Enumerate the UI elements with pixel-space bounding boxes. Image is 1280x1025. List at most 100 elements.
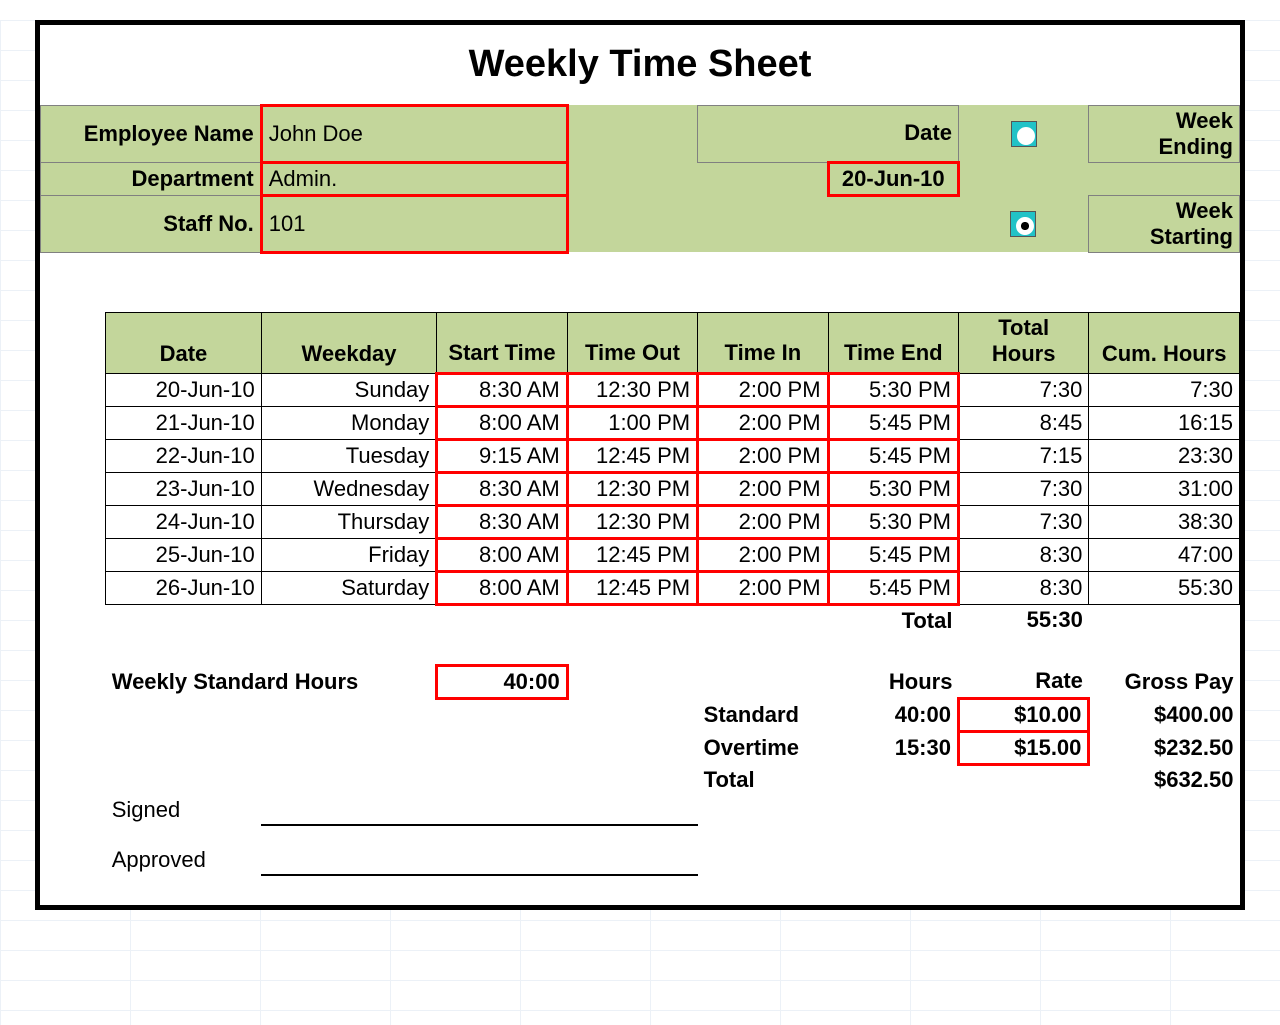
cell-time-in[interactable]: 2:00 PM (698, 439, 828, 472)
cell-time-end[interactable]: 5:45 PM (828, 571, 958, 604)
cell-time-in[interactable]: 2:00 PM (698, 505, 828, 538)
cell-weekday: Monday (261, 406, 437, 439)
cell-date: 23-Jun-10 (106, 472, 262, 505)
date-label: Date (698, 105, 959, 162)
pay-standard-gross: $400.00 (1089, 699, 1240, 732)
table-row: 20-Jun-10Sunday8:30 AM12:30 PM2:00 PM5:3… (41, 373, 1240, 406)
cell-weekday: Friday (261, 538, 437, 571)
timesheet-table: Weekly Time Sheet Employee Name John Doe… (40, 25, 1240, 905)
pay-gross-label: Gross Pay (1089, 666, 1240, 699)
cell-time-out[interactable]: 1:00 PM (567, 406, 697, 439)
cell-start-time[interactable]: 8:30 AM (437, 505, 567, 538)
week-ending-radio[interactable] (1011, 121, 1037, 147)
cell-time-end[interactable]: 5:30 PM (828, 472, 958, 505)
cell-time-end[interactable]: 5:45 PM (828, 439, 958, 472)
cell-time-in[interactable]: 2:00 PM (698, 538, 828, 571)
table-row: 24-Jun-10Thursday8:30 AM12:30 PM2:00 PM5… (41, 505, 1240, 538)
pay-overtime-hours: 15:30 (828, 732, 958, 765)
cell-date: 26-Jun-10 (106, 571, 262, 604)
cell-start-time[interactable]: 8:30 AM (437, 373, 567, 406)
page-title: Weekly Time Sheet (41, 25, 1240, 105)
table-row: 21-Jun-10Monday8:00 AM1:00 PM2:00 PM5:45… (41, 406, 1240, 439)
staff-no-label: Staff No. (41, 195, 262, 252)
cell-time-in[interactable]: 2:00 PM (698, 406, 828, 439)
cell-cum-hours: 38:30 (1089, 505, 1240, 538)
cell-time-out[interactable]: 12:30 PM (567, 505, 697, 538)
col-date: Date (106, 312, 262, 373)
department-input[interactable]: Admin. (261, 162, 567, 195)
cell-date: 21-Jun-10 (106, 406, 262, 439)
cell-cum-hours: 16:15 (1089, 406, 1240, 439)
pay-standard-hours: 40:00 (828, 699, 958, 732)
pay-standard-label: Standard (698, 699, 828, 732)
cell-weekday: Wednesday (261, 472, 437, 505)
cell-date: 20-Jun-10 (106, 373, 262, 406)
weekly-standard-hours-label: Weekly Standard Hours (106, 666, 437, 699)
cell-time-end[interactable]: 5:30 PM (828, 373, 958, 406)
cell-time-in[interactable]: 2:00 PM (698, 571, 828, 604)
cell-weekday: Saturday (261, 571, 437, 604)
cell-time-out[interactable]: 12:45 PM (567, 439, 697, 472)
cell-cum-hours: 7:30 (1089, 373, 1240, 406)
pay-standard-rate[interactable]: $10.00 (958, 699, 1088, 732)
col-time-end: Time End (828, 312, 958, 373)
weekly-standard-hours-input[interactable]: 40:00 (437, 666, 567, 699)
pay-rate-label: Rate (958, 666, 1088, 699)
table-row: 25-Jun-10Friday8:00 AM12:45 PM2:00 PM5:4… (41, 538, 1240, 571)
date-input[interactable]: 20-Jun-10 (828, 162, 958, 195)
staff-no-input[interactable]: 101 (261, 195, 567, 252)
cell-time-end[interactable]: 5:45 PM (828, 538, 958, 571)
cell-cum-hours: 47:00 (1089, 538, 1240, 571)
cell-time-out[interactable]: 12:30 PM (567, 373, 697, 406)
timesheet-frame: Weekly Time Sheet Employee Name John Doe… (35, 20, 1245, 910)
cell-time-out[interactable]: 12:30 PM (567, 472, 697, 505)
cell-total-hours: 8:30 (958, 538, 1088, 571)
pay-total-label: Total (698, 765, 828, 795)
cell-start-time[interactable]: 8:30 AM (437, 472, 567, 505)
cell-time-end[interactable]: 5:30 PM (828, 505, 958, 538)
col-time-in: Time In (698, 312, 828, 373)
cell-start-time[interactable]: 8:00 AM (437, 571, 567, 604)
col-total-hours: Total Hours (958, 312, 1088, 373)
cell-start-time[interactable]: 8:00 AM (437, 406, 567, 439)
approved-line[interactable] (261, 845, 697, 875)
pay-overtime-gross: $232.50 (1089, 732, 1240, 765)
pay-overtime-rate[interactable]: $15.00 (958, 732, 1088, 765)
cell-cum-hours: 55:30 (1089, 571, 1240, 604)
cell-time-end[interactable]: 5:45 PM (828, 406, 958, 439)
week-ending-label: Week Ending (1089, 105, 1240, 162)
signed-label: Signed (106, 795, 262, 825)
cell-total-hours: 8:45 (958, 406, 1088, 439)
cell-date: 24-Jun-10 (106, 505, 262, 538)
cell-total-hours: 8:30 (958, 571, 1088, 604)
col-weekday: Weekday (261, 312, 437, 373)
cell-time-in[interactable]: 2:00 PM (698, 472, 828, 505)
cell-total-hours: 7:30 (958, 505, 1088, 538)
cell-start-time[interactable]: 8:00 AM (437, 538, 567, 571)
col-cum-hours: Cum. Hours (1089, 312, 1240, 373)
cell-time-in[interactable]: 2:00 PM (698, 373, 828, 406)
employee-name-input[interactable]: John Doe (261, 105, 567, 162)
table-row: 26-Jun-10Saturday8:00 AM12:45 PM2:00 PM5… (41, 571, 1240, 604)
cell-start-time[interactable]: 9:15 AM (437, 439, 567, 472)
cell-total-hours: 7:30 (958, 373, 1088, 406)
week-starting-radio[interactable] (1010, 211, 1036, 237)
table-row: 22-Jun-10Tuesday9:15 AM12:45 PM2:00 PM5:… (41, 439, 1240, 472)
cell-date: 25-Jun-10 (106, 538, 262, 571)
col-start-time: Start Time (437, 312, 567, 373)
approved-label: Approved (106, 845, 262, 875)
cell-total-hours: 7:15 (958, 439, 1088, 472)
cell-cum-hours: 23:30 (1089, 439, 1240, 472)
pay-total-gross: $632.50 (1089, 765, 1240, 795)
cell-time-out[interactable]: 12:45 PM (567, 538, 697, 571)
col-time-out: Time Out (567, 312, 697, 373)
cell-weekday: Thursday (261, 505, 437, 538)
cell-weekday: Sunday (261, 373, 437, 406)
signed-line[interactable] (261, 795, 697, 825)
week-starting-label: Week Starting (1089, 195, 1240, 252)
employee-name-label: Employee Name (41, 105, 262, 162)
cell-cum-hours: 31:00 (1089, 472, 1240, 505)
cell-time-out[interactable]: 12:45 PM (567, 571, 697, 604)
pay-overtime-label: Overtime (698, 732, 828, 765)
cell-weekday: Tuesday (261, 439, 437, 472)
